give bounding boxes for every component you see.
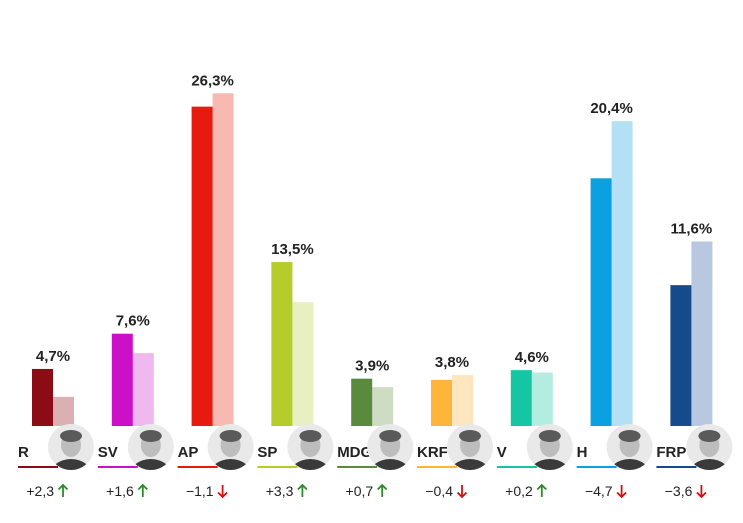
avatar-shoulders — [448, 459, 492, 470]
party-label-krf: KRF — [417, 444, 448, 461]
avatar-shoulders — [527, 459, 572, 470]
party-label-r: R — [18, 444, 29, 461]
leader-avatar-h — [606, 424, 653, 470]
avatar-shoulders — [368, 459, 413, 470]
party-label-mdg: MDG — [337, 444, 372, 461]
bar-previous-sp — [292, 302, 314, 426]
party-underline-ap — [177, 466, 218, 468]
bar-current-frp — [670, 285, 692, 426]
change-label-v: +0,2 — [505, 483, 533, 499]
avatar-hair — [219, 430, 242, 442]
avatar-shoulders — [49, 459, 93, 470]
bar-current-sv — [111, 333, 133, 426]
value-label-r: 4,7% — [36, 348, 70, 365]
bar-current-sp — [271, 262, 293, 426]
avatar-shoulders — [687, 459, 732, 470]
party-underline-r — [18, 466, 58, 468]
party-underline-sv — [97, 466, 138, 468]
value-label-sv: 7,6% — [116, 313, 150, 330]
party-label-sp: SP — [257, 444, 277, 461]
change-label-ap: −1,1 — [186, 483, 214, 499]
change-label-sp: +3,3 — [266, 483, 294, 499]
value-label-v: 4,6% — [515, 349, 549, 366]
bar-previous-mdg — [372, 387, 394, 426]
change-label-mdg: +0,7 — [346, 483, 374, 499]
leader-avatar-sv — [127, 424, 174, 470]
party-underline-v — [496, 466, 537, 468]
bar-current-krf — [431, 379, 452, 426]
avatar-hair — [379, 430, 402, 442]
bar-current-r — [32, 368, 53, 426]
avatar-hair — [538, 430, 561, 442]
change-label-krf: −0,4 — [425, 483, 453, 499]
arrow-up-icon-sp — [297, 483, 308, 497]
change-label-frp: −3,6 — [665, 483, 693, 499]
value-label-mdg: 3,9% — [355, 358, 389, 375]
arrow-down-icon-krf — [456, 485, 468, 499]
arrow-up-icon-r — [57, 483, 69, 497]
bar-previous-r — [53, 396, 74, 426]
leader-avatar-v — [526, 424, 573, 470]
value-label-frp: 11,6% — [671, 220, 713, 237]
change-label-r: +2,3 — [26, 483, 54, 499]
bar-previous-frp — [691, 241, 713, 426]
avatar-shoulders — [607, 459, 652, 470]
bar-previous-ap — [212, 93, 234, 427]
leader-avatar-sp — [287, 424, 334, 470]
party-label-ap: AP — [178, 444, 199, 461]
party-label-h: H — [577, 444, 588, 461]
party-underline-frp — [656, 466, 697, 468]
party-label-frp: FRP — [656, 444, 686, 461]
arrow-up-icon-mdg — [377, 483, 388, 497]
bar-current-ap — [191, 106, 213, 427]
value-label-krf: 3,8% — [435, 354, 469, 371]
bar-current-mdg — [351, 378, 373, 426]
change-label-h: −4,7 — [585, 483, 613, 499]
leader-avatar-ap — [207, 424, 254, 470]
leader-avatar-r — [48, 424, 94, 470]
change-label-sv: +1,6 — [106, 483, 134, 499]
avatar-hair — [698, 430, 721, 442]
bar-previous-krf — [452, 375, 473, 426]
leader-avatar-frp — [686, 424, 733, 470]
bar-current-v — [510, 370, 532, 426]
party-label-v: V — [497, 444, 507, 461]
arrow-up-icon-v — [536, 483, 547, 497]
avatar-hair — [60, 430, 82, 442]
bar-previous-v — [531, 372, 553, 426]
party-underline-h — [576, 466, 617, 468]
avatar-hair — [618, 430, 641, 442]
avatar-shoulders — [128, 459, 173, 470]
party-underline-sp — [257, 466, 298, 468]
arrow-down-icon-ap — [217, 485, 228, 499]
leader-avatar-mdg — [367, 424, 414, 470]
avatar-shoulders — [208, 459, 253, 470]
leader-avatar-krf — [447, 424, 493, 470]
party-underline-krf — [417, 466, 457, 468]
value-label-h: 20,4% — [590, 100, 633, 117]
avatar-shoulders — [288, 459, 333, 470]
arrow-down-icon-h — [616, 485, 627, 499]
avatar-hair — [139, 430, 162, 442]
party-underline-mdg — [337, 466, 378, 468]
bar-current-h — [590, 178, 612, 426]
avatar-hair — [459, 430, 481, 442]
party-label-sv: SV — [98, 444, 118, 461]
arrow-down-icon-frp — [696, 485, 707, 499]
avatar-hair — [299, 430, 322, 442]
value-label-ap: 26,3% — [191, 72, 234, 89]
value-label-sp: 13,5% — [271, 241, 314, 258]
arrow-up-icon-sv — [137, 483, 148, 497]
bar-previous-h — [611, 121, 633, 426]
bar-previous-sv — [132, 353, 154, 426]
